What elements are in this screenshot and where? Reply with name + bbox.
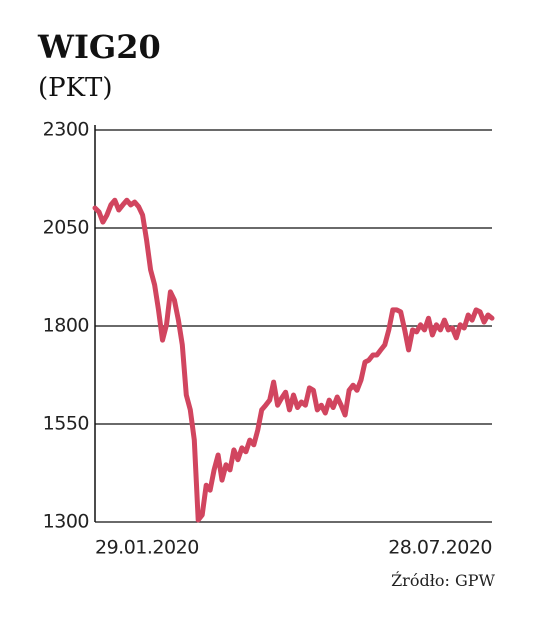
y-tick-label: 2050 (43, 217, 89, 239)
chart-title: WIG20 (37, 28, 161, 66)
line (92, 197, 495, 523)
chart-subtitle: (PKT) (38, 73, 113, 103)
x-tick-label: 29.01.2020 (95, 537, 199, 559)
y-tick-label: 1300 (43, 511, 89, 533)
source: Źródło: GPW (391, 570, 495, 590)
y-tick-label: 1550 (43, 413, 89, 435)
y-tick-label: 2300 (43, 119, 89, 141)
y-tick-label: 1800 (43, 315, 89, 337)
x-tick-label: 28.07.2020 (388, 537, 492, 559)
